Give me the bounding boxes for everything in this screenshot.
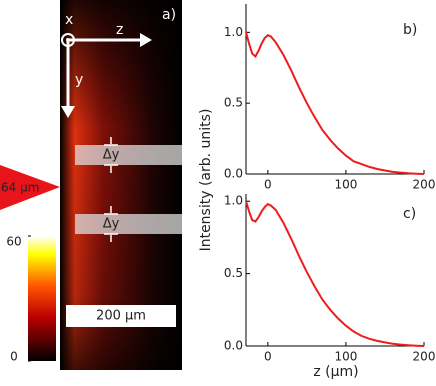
colorbar-tick-label: 60 xyxy=(6,235,21,249)
delta-arrows xyxy=(104,137,118,242)
band xyxy=(75,145,182,165)
x-tick-label: 200 xyxy=(413,350,436,364)
delta-label: Δy xyxy=(103,217,120,232)
x-tick-label: 0 xyxy=(264,178,272,192)
line xyxy=(245,200,425,347)
y-axis-label: Intensity (arb. units) xyxy=(198,109,214,252)
panel-label: c) xyxy=(403,206,416,222)
dot xyxy=(66,38,70,42)
y-tick-label: 0.5 xyxy=(224,266,243,280)
panel-label: a) xyxy=(162,7,176,23)
delta-label: Δy xyxy=(103,148,120,163)
axis-y: y xyxy=(75,72,83,88)
scale-bar xyxy=(66,305,176,327)
line xyxy=(245,32,425,175)
panel-label: b) xyxy=(403,22,417,38)
y-tick-label: 1.0 xyxy=(224,25,243,39)
x-axis-label: z (μm) xyxy=(313,364,358,380)
band xyxy=(75,214,182,234)
y-tick-label: 0.0 xyxy=(224,167,243,181)
marker xyxy=(0,165,60,210)
axis-z: z xyxy=(116,22,123,38)
arrow-head xyxy=(61,106,75,118)
scale-bar-label: 200 μm xyxy=(96,309,146,324)
image-panel: x z y a) Δy Δy 64 μm 200 μm xyxy=(0,0,182,370)
axis-x: x xyxy=(65,12,73,28)
arrow-head xyxy=(140,33,152,47)
colorbar xyxy=(28,236,56,361)
y-tick-label: 0.0 xyxy=(224,339,243,353)
marker-label: 64 μm xyxy=(1,181,39,195)
x-tick-label: 100 xyxy=(334,178,357,192)
y-tick-label: 1.0 xyxy=(224,194,243,208)
y-tick-label: 0.5 xyxy=(224,96,243,110)
x-tick-label: 200 xyxy=(413,178,436,192)
colorbar-tick-label: 0 xyxy=(10,350,18,364)
axes-arrows xyxy=(61,33,142,108)
x-tick-label: 0 xyxy=(264,350,272,364)
x-tick-label: 100 xyxy=(334,350,357,364)
